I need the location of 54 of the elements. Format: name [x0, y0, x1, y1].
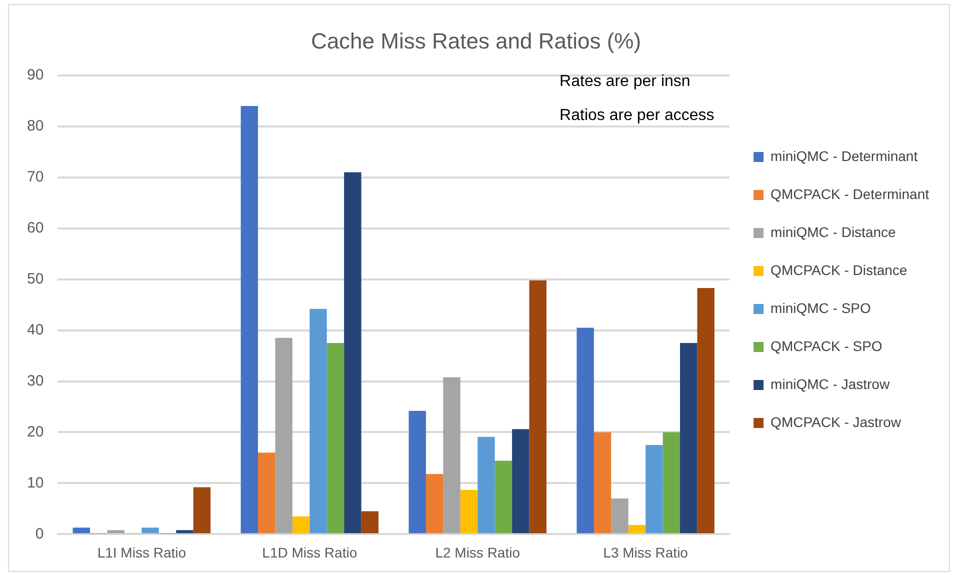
bar — [292, 516, 310, 534]
bar — [275, 338, 292, 534]
bar — [107, 530, 124, 534]
bar — [310, 308, 327, 534]
bar — [72, 528, 90, 534]
legend-label: miniQMC - SPO — [770, 300, 872, 316]
y-tick-label: 10 — [26, 474, 44, 492]
bar — [576, 328, 594, 534]
legend-label: QMCPACK - Distance — [770, 262, 908, 278]
bar — [611, 498, 628, 534]
legend-label: miniQMC - Distance — [770, 224, 896, 240]
bar — [176, 530, 194, 534]
y-tick-label: 0 — [35, 525, 44, 542]
bar — [646, 444, 663, 534]
annotation: Rates are per insn — [560, 72, 690, 90]
bar — [258, 452, 276, 534]
bar — [478, 436, 495, 534]
bar — [594, 432, 612, 534]
y-tick-label: 70 — [26, 168, 44, 186]
y-tick-label: 40 — [26, 321, 44, 338]
bar — [426, 474, 444, 534]
legend-label: QMCPACK - SPO — [770, 338, 882, 354]
bar — [443, 377, 460, 534]
bar — [529, 280, 546, 534]
bar — [494, 460, 512, 534]
y-tick-label: 90 — [26, 66, 44, 84]
y-tick-label: 50 — [26, 270, 44, 288]
bar — [628, 525, 646, 534]
bar — [460, 490, 478, 534]
y-tick-label: 60 — [26, 219, 44, 236]
bar — [142, 528, 159, 534]
bar — [240, 106, 258, 534]
legend-label: miniQMC - Determinant — [770, 148, 918, 164]
bar — [680, 343, 698, 534]
bar — [697, 288, 714, 534]
legend-label: QMCPACK - Jastrow — [770, 414, 902, 430]
annotation: Ratios are per access — [560, 106, 714, 124]
y-tick-label: 30 — [26, 372, 44, 390]
bar — [408, 410, 426, 534]
x-tick-label: L2 Miss Ratio — [435, 544, 520, 560]
x-tick-label: L1D Miss Ratio — [262, 544, 358, 560]
bar — [662, 432, 680, 534]
chart-title: Cache Miss Rates and Ratios (%) — [310, 28, 642, 54]
bar — [326, 343, 344, 534]
bar — [512, 429, 530, 534]
x-tick-label: L3 Miss Ratio — [603, 544, 688, 560]
bar — [344, 172, 362, 534]
x-tick-label: L1I Miss Ratio — [97, 544, 186, 560]
y-tick-label: 20 — [26, 423, 44, 440]
legend-label: QMCPACK - Determinant — [770, 186, 930, 202]
bar — [361, 511, 379, 534]
legend-label: miniQMC - Jastrow — [770, 376, 890, 392]
y-tick-label: 80 — [26, 118, 44, 135]
bar — [193, 487, 211, 534]
